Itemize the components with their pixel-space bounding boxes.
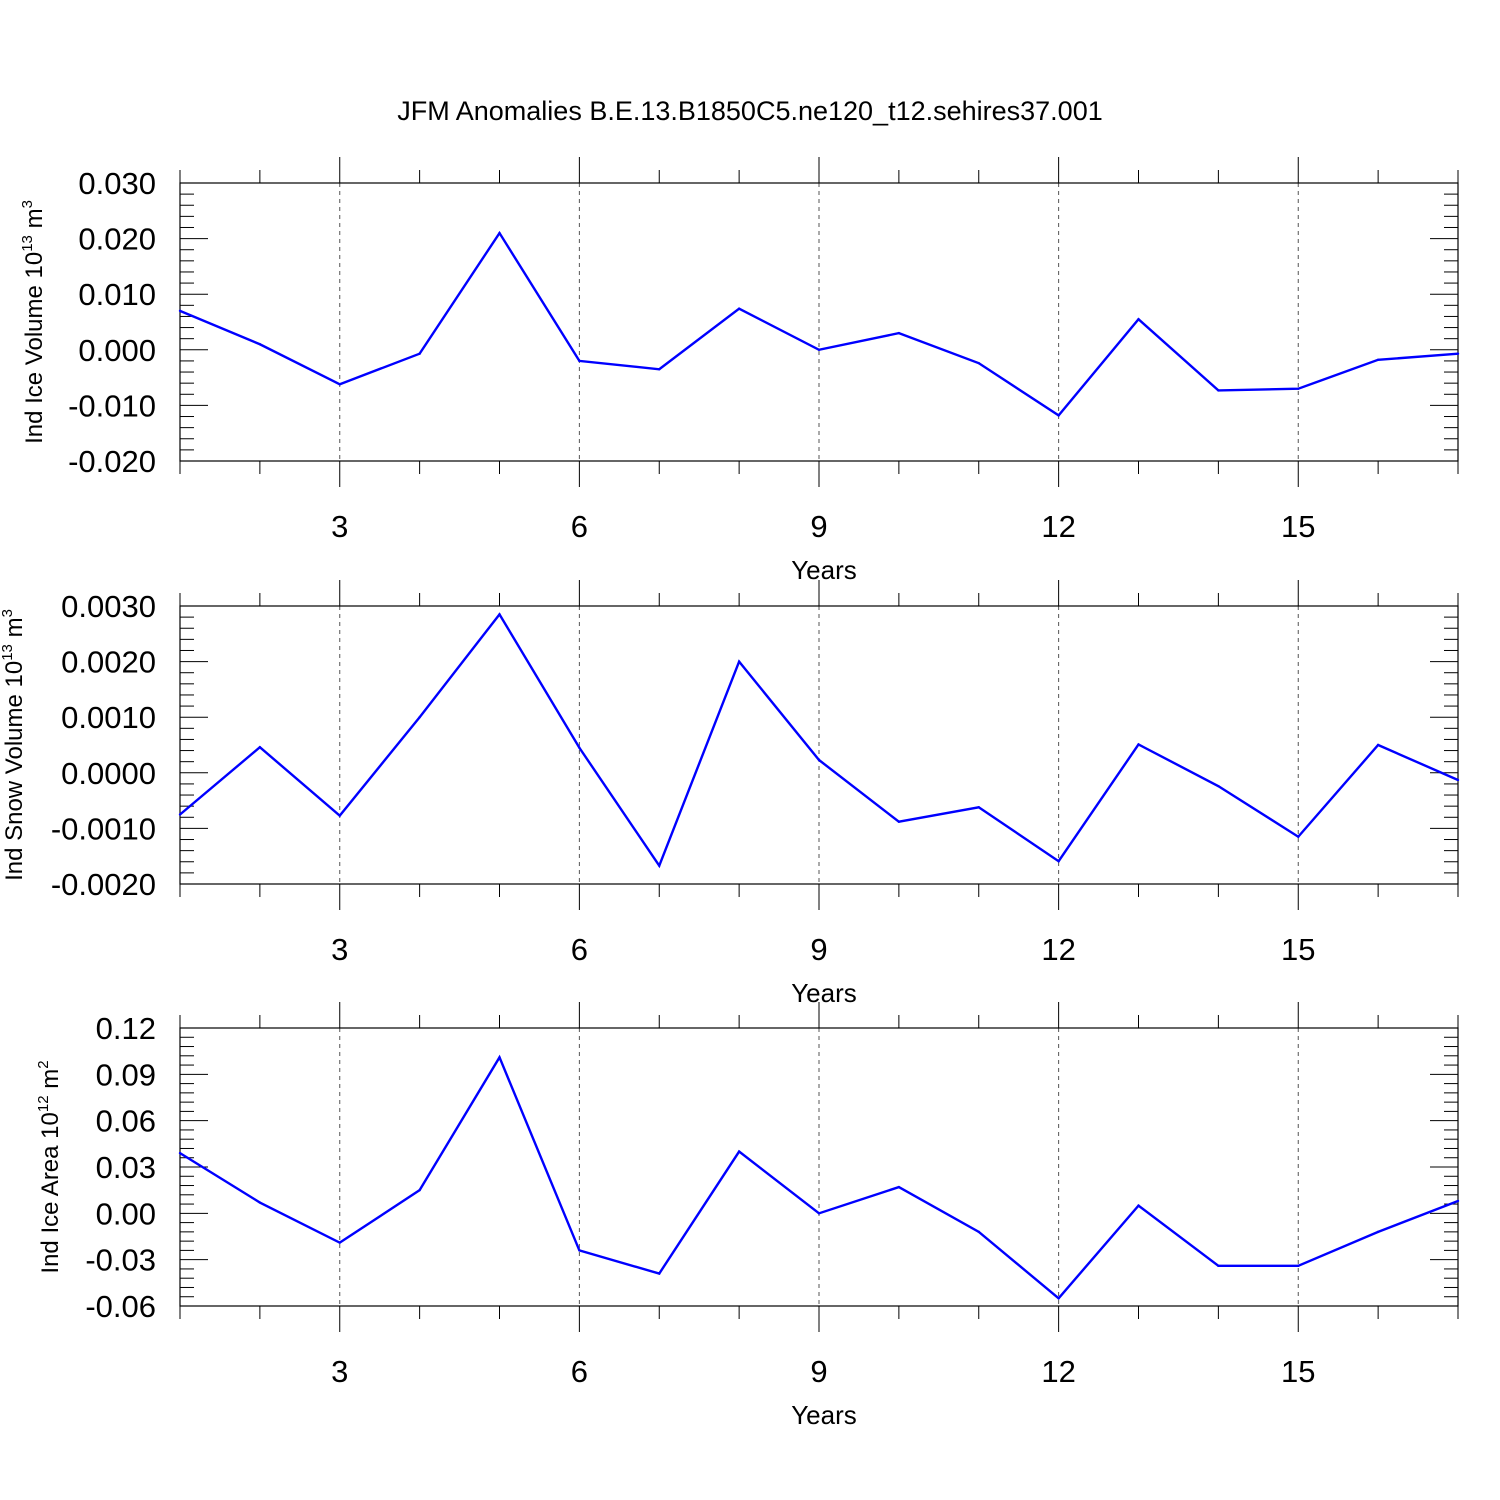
y-axis-label: Ind Snow Volume 1013 m3 bbox=[0, 609, 28, 881]
chart-panel-3: -0.06 -0.03 0.00 0.03 0.06 0.09 0.12 3 6 9 12 15 Yea… bbox=[35, 1002, 1460, 1430]
data-point bbox=[1057, 414, 1060, 417]
y-tick-label: 0.09 bbox=[96, 1057, 156, 1092]
data-point bbox=[1217, 389, 1220, 392]
data-point bbox=[498, 1056, 501, 1059]
data-point bbox=[178, 309, 182, 313]
data-point bbox=[578, 1249, 581, 1252]
y-tick-label: -0.03 bbox=[85, 1243, 156, 1278]
data-point bbox=[658, 1272, 661, 1275]
data-point bbox=[578, 746, 581, 749]
y-tick-label: -0.020 bbox=[68, 444, 156, 479]
data-point bbox=[1137, 1204, 1140, 1207]
x-tick-label: 12 bbox=[1041, 1354, 1075, 1389]
panels: -0.020 -0.010 0.000 0.010 0.020 0.030 3 6 9 12 15 Y… bbox=[0, 157, 1460, 1430]
chart-panel-2: -0.0020 -0.0010 0.0000 0.0010 0.0020 0.0030 3 6… bbox=[0, 580, 1460, 1008]
data-point bbox=[258, 1201, 262, 1204]
x-tick-label: 6 bbox=[571, 932, 588, 967]
data-point bbox=[1057, 1297, 1060, 1300]
chart-panel-1: -0.020 -0.010 0.000 0.010 0.020 0.030 3 6 9 12 15 Y… bbox=[19, 157, 1460, 585]
y-tick-label: 0.00 bbox=[96, 1196, 156, 1231]
data-point bbox=[737, 307, 741, 310]
x-tick-label: 9 bbox=[810, 932, 827, 967]
data-point bbox=[897, 820, 901, 823]
y-tick-label: -0.06 bbox=[85, 1289, 156, 1324]
data-point bbox=[1376, 358, 1380, 362]
data-point bbox=[1297, 1264, 1300, 1268]
y-tick-label: 0.0030 bbox=[61, 589, 156, 624]
x-tick-label: 12 bbox=[1041, 932, 1075, 967]
data-point bbox=[418, 716, 421, 719]
data-point bbox=[1376, 743, 1380, 747]
figure-title: JFM Anomalies B.E.13.B1850C5.ne120_t12.s… bbox=[397, 96, 1102, 126]
x-tick-label: 6 bbox=[571, 509, 588, 544]
data-point bbox=[178, 1151, 182, 1155]
x-tick-label: 9 bbox=[810, 1354, 827, 1389]
data-point bbox=[418, 352, 421, 355]
x-tick-label: 15 bbox=[1281, 1354, 1315, 1389]
series-line bbox=[179, 230, 1459, 417]
x-tick-label: 15 bbox=[1281, 932, 1315, 967]
y-tick-label: 0.03 bbox=[96, 1150, 156, 1185]
data-point bbox=[1456, 1199, 1460, 1203]
y-tick-label: -0.0020 bbox=[51, 867, 156, 902]
x-axis-label: Years bbox=[791, 978, 857, 1008]
data-point bbox=[418, 1188, 421, 1192]
data-point bbox=[258, 746, 262, 749]
x-tick-label: 9 bbox=[810, 509, 827, 544]
x-tick-label: 3 bbox=[331, 509, 348, 544]
x-tick-label: 3 bbox=[331, 932, 348, 967]
data-point bbox=[1297, 387, 1300, 390]
data-point bbox=[737, 1150, 741, 1153]
x-axis-label: Years bbox=[791, 1400, 857, 1430]
series-line bbox=[179, 612, 1459, 869]
data-point bbox=[897, 331, 901, 335]
data-point bbox=[1456, 352, 1460, 355]
data-point bbox=[817, 758, 821, 762]
data-point bbox=[977, 361, 980, 365]
x-tick-label: 15 bbox=[1281, 509, 1315, 544]
y-axis-label: Ind Ice Area 1012 m2 bbox=[35, 1060, 64, 1273]
data-point bbox=[1217, 1264, 1220, 1268]
data-point bbox=[1057, 860, 1060, 863]
data-point bbox=[817, 348, 821, 351]
data-point bbox=[498, 613, 501, 616]
data-point bbox=[897, 1185, 901, 1189]
data-point bbox=[1137, 318, 1140, 321]
y-tick-label: 0.000 bbox=[78, 333, 156, 368]
data-point bbox=[178, 813, 182, 816]
data-point bbox=[1376, 1230, 1380, 1234]
data-point bbox=[498, 231, 501, 235]
x-tick-label: 6 bbox=[571, 1354, 588, 1389]
data-point bbox=[338, 1241, 341, 1244]
data-point bbox=[658, 864, 661, 867]
y-tick-label: -0.010 bbox=[68, 388, 156, 423]
y-tick-label: 0.12 bbox=[96, 1011, 156, 1046]
data-point bbox=[1456, 778, 1460, 782]
y-tick-label: 0.06 bbox=[96, 1104, 156, 1139]
y-tick-label: 0.0010 bbox=[61, 700, 156, 735]
y-tick-label: 0.0000 bbox=[61, 756, 156, 791]
y-tick-label: 0.010 bbox=[78, 277, 156, 312]
x-tick-label: 12 bbox=[1041, 509, 1075, 544]
data-point bbox=[338, 383, 341, 386]
x-axis-label: Years bbox=[791, 555, 857, 585]
y-tick-label: 0.020 bbox=[78, 222, 156, 257]
data-point bbox=[1217, 784, 1220, 788]
data-point bbox=[578, 359, 581, 363]
x-tick-label: 3 bbox=[331, 1354, 348, 1389]
data-point bbox=[977, 1230, 980, 1234]
data-point bbox=[1297, 835, 1300, 838]
data-point bbox=[977, 806, 980, 809]
data-point bbox=[338, 814, 341, 817]
data-point bbox=[1137, 743, 1140, 746]
y-tick-label: -0.0010 bbox=[51, 811, 156, 846]
data-point bbox=[737, 660, 741, 663]
y-axis-label: Ind Ice Volume 1013 m3 bbox=[19, 200, 48, 444]
data-point bbox=[258, 343, 262, 346]
data-point bbox=[658, 368, 661, 371]
y-tick-label: 0.0020 bbox=[61, 645, 156, 680]
y-tick-label: 0.030 bbox=[78, 166, 156, 201]
data-point bbox=[817, 1212, 821, 1215]
